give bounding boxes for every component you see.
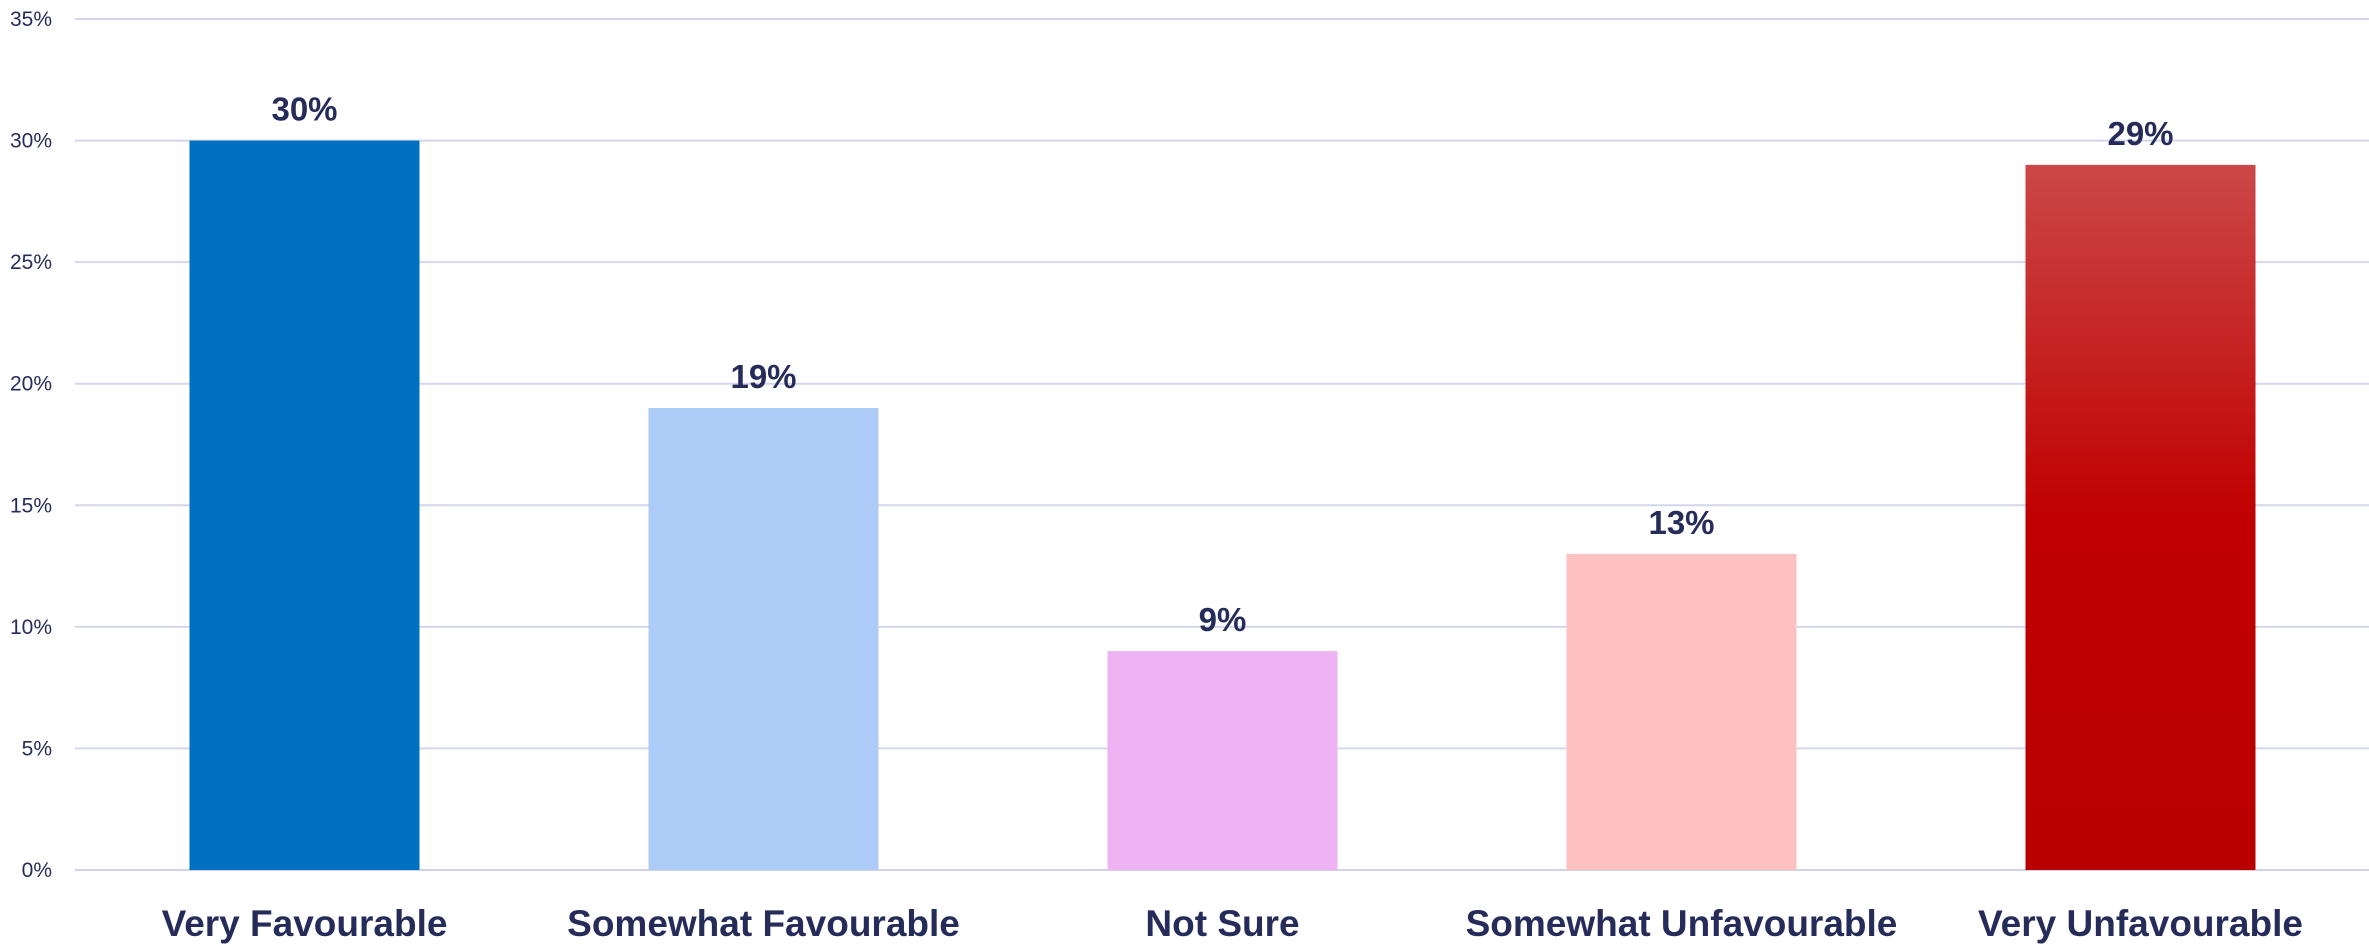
x-category-label: Very Favourable [162, 903, 448, 944]
y-tick-label: 30% [10, 130, 52, 153]
y-tick-label: 25% [10, 251, 52, 274]
bars [189, 140, 2256, 871]
data-label: 19% [730, 358, 796, 395]
y-tick-label: 35% [10, 8, 52, 31]
x-category-label: Very Unfavourable [1978, 903, 2303, 944]
data-label: 13% [1648, 504, 1714, 541]
y-tick-label: 20% [10, 373, 52, 396]
data-labels: 30% 19% 9% 13% 29% [271, 91, 2173, 639]
x-axis-category-labels: Very Favourable Somewhat Favourable Not Su… [162, 903, 2303, 944]
bar-somewhat-favourable [648, 408, 879, 870]
y-tick-label: 10% [10, 616, 52, 639]
data-label: 29% [2107, 115, 2173, 152]
bar-very-unfavourable [2025, 164, 2256, 870]
data-label: 9% [1199, 601, 1247, 638]
y-tick-label: 0% [22, 859, 52, 882]
bar-somewhat-unfavourable [1566, 553, 1797, 870]
data-label: 30% [271, 91, 337, 128]
bar-very-favourable [189, 140, 420, 871]
y-tick-label: 5% [22, 737, 52, 760]
y-axis-tick-labels: 0% 5% 10% 15% 20% 25% 30% 35% [10, 8, 52, 882]
bar-not-sure [1107, 651, 1338, 870]
x-category-label: Not Sure [1145, 903, 1299, 944]
x-category-label: Somewhat Unfavourable [1466, 903, 1898, 944]
y-tick-label: 15% [10, 494, 52, 517]
gridlines [75, 18, 2369, 871]
x-category-label: Somewhat Favourable [567, 903, 960, 944]
